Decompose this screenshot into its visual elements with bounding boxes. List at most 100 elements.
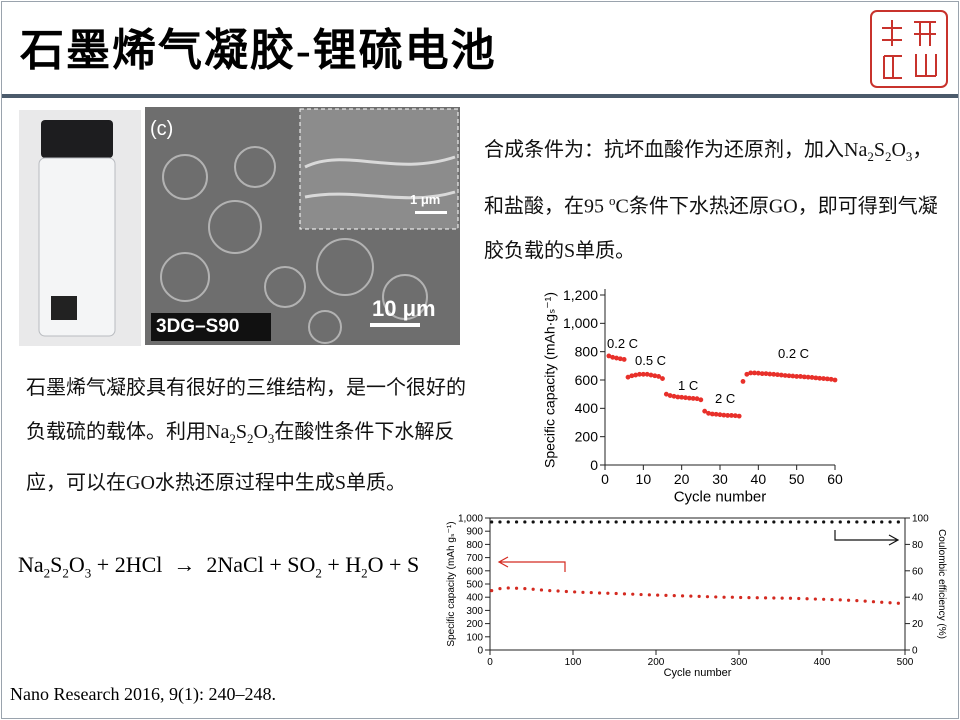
- y-tick-label: 1,000: [458, 514, 483, 525]
- data-point: [830, 597, 834, 602]
- text-run: 合成条件为：抗坏血酸作为还原剂，加入Na: [484, 139, 868, 161]
- data-point: [722, 595, 726, 599]
- data-point: [637, 371, 642, 377]
- data-point: [705, 520, 710, 524]
- text-run: 2: [315, 565, 322, 581]
- data-point: [838, 520, 842, 524]
- data-point: [556, 589, 560, 593]
- rate-chart: 0 10 20 30 40 50 6002004006008001,0001,200Cycl…: [542, 287, 843, 506]
- text-run: C条件下水热还原GO，即可得到气凝胶负载的S单质。: [484, 195, 938, 262]
- panel-label: (c): [150, 118, 174, 140]
- data-point: [664, 593, 668, 597]
- data-point: [725, 413, 731, 418]
- x-tick-label: 50: [789, 471, 805, 487]
- data-point: [706, 410, 711, 416]
- data-point: [896, 520, 900, 524]
- data-point: [809, 375, 815, 380]
- y-tick-label: 0: [477, 646, 483, 657]
- data-point: [794, 374, 800, 379]
- y-tick-label: 400: [575, 400, 599, 416]
- text-run: O: [891, 139, 906, 161]
- data-point: [656, 520, 660, 524]
- data-point: [730, 520, 734, 524]
- data-point: [698, 397, 704, 403]
- data-point: [597, 520, 602, 524]
- text-run: 3: [267, 431, 275, 446]
- data-point: [689, 594, 693, 598]
- data-point: [797, 520, 801, 524]
- data-point: [672, 520, 676, 524]
- y-tick-label: 200: [466, 619, 483, 630]
- data-point: [846, 598, 851, 602]
- data-point: [573, 590, 577, 594]
- y2-axis-label: Coulombic efficiency (%): [936, 529, 947, 639]
- data-point: [614, 520, 618, 524]
- data-point: [778, 372, 784, 378]
- data-point: [855, 599, 859, 603]
- data-point: [880, 600, 884, 604]
- data-point: [631, 592, 635, 596]
- y-axis-label: Specific capacity (mAh·gₛ⁻¹): [542, 292, 558, 468]
- data-point: [523, 520, 527, 524]
- data-point: [683, 395, 688, 401]
- data-point: [729, 413, 734, 418]
- data-point: [821, 376, 826, 381]
- data-point: [732, 413, 738, 419]
- y2-tick-label: 20: [912, 619, 924, 630]
- text-run: 2: [246, 431, 254, 446]
- scale-label: 10 μm: [372, 296, 436, 321]
- x-tick-label: 0: [601, 471, 609, 487]
- data-point: [713, 411, 719, 417]
- data-point: [614, 591, 618, 596]
- data-point: [782, 373, 788, 378]
- x-tick-label: 400: [814, 657, 831, 668]
- data-point: [617, 356, 623, 362]
- data-point: [714, 595, 718, 599]
- y2-tick-label: 40: [912, 593, 924, 604]
- y-tick-label: 1,200: [563, 287, 598, 303]
- data-point: [805, 597, 809, 601]
- data-point: [639, 592, 643, 597]
- data-point: [514, 520, 519, 524]
- data-point: [610, 354, 616, 360]
- data-point: [717, 412, 723, 418]
- data-point: [689, 520, 693, 524]
- y-tick-label: 200: [575, 429, 599, 445]
- text-run: S: [873, 139, 885, 161]
- data-point: [767, 371, 773, 377]
- citation: Nano Research 2016, 9(1): 240–248.: [10, 684, 276, 704]
- data-point: [772, 520, 776, 524]
- text-run: 2: [62, 565, 69, 581]
- y-tick-label: 300: [466, 606, 483, 617]
- data-point: [709, 411, 715, 417]
- data-point: [824, 376, 830, 382]
- data-point: [863, 599, 867, 603]
- data-point: [639, 520, 643, 524]
- data-point: [801, 374, 807, 380]
- rate-annotation: 0.5 C: [635, 353, 666, 368]
- data-point: [817, 375, 823, 381]
- data-point: [888, 520, 892, 524]
- data-point: [581, 590, 585, 594]
- text-run: S: [235, 421, 247, 443]
- data-point: [506, 586, 510, 590]
- data-point: [531, 587, 535, 591]
- data-point: [780, 596, 784, 600]
- data-point: [539, 520, 544, 524]
- data-point: [805, 374, 811, 380]
- data-point: [747, 520, 751, 524]
- data-point: [730, 595, 734, 599]
- data-point: [621, 357, 627, 362]
- data-point: [888, 601, 892, 605]
- data-point: [498, 587, 502, 591]
- x-tick-label: 30: [712, 471, 728, 487]
- data-point: [752, 370, 757, 376]
- data-point: [736, 413, 742, 419]
- data-point: [573, 520, 577, 524]
- data-point: [606, 353, 612, 359]
- data-point: [694, 396, 700, 402]
- data-point: [680, 520, 685, 524]
- data-point: [790, 373, 796, 379]
